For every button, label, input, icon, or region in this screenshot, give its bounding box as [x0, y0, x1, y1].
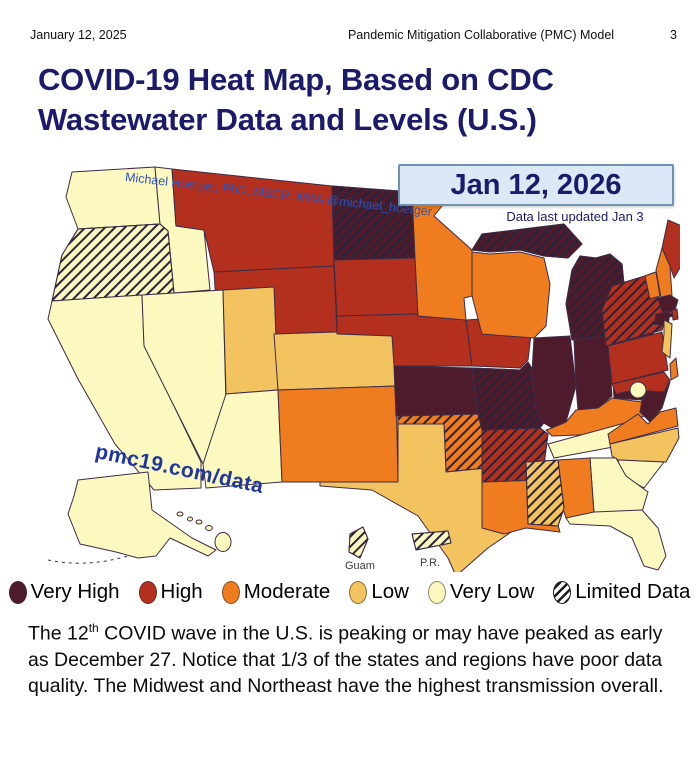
state-TX [319, 423, 515, 572]
state-NJ [661, 319, 673, 359]
state-MA [657, 294, 679, 313]
legend-item-label: Limited Data [575, 580, 691, 603]
legend-item-label: Very Low [449, 580, 535, 603]
state-FL [565, 509, 667, 571]
header-page-number: 3 [670, 28, 677, 42]
page-header: January 12, 2025 Pandemic Mitigation Col… [30, 28, 683, 42]
state-HI [176, 511, 232, 552]
state-WI [471, 251, 551, 339]
page-title: COVID-19 Heat Map, Based on CDC Wastewat… [38, 62, 554, 137]
legend-item-label: Low [371, 580, 409, 603]
aleutian-islands [47, 555, 129, 564]
pr-label: P.R. [420, 557, 440, 569]
heat-map-region: Guam P.R. Michael Hoerger, PhD, MSCR, MB… [20, 162, 692, 577]
legend-item-label: High [160, 580, 203, 603]
data-updated-note: Data last updated Jan 3 [506, 209, 644, 224]
legend-item-low: Low [349, 580, 409, 604]
state-DC [629, 381, 647, 399]
state-ME [661, 219, 680, 279]
map-legend: Very High High Moderate Low Very Low Limited … [8, 580, 690, 604]
ordinal-superscript: th [88, 621, 99, 635]
legend-item-very_low: Very Low [427, 580, 535, 604]
state-DE [669, 357, 679, 381]
state-AZ [202, 389, 283, 489]
limited-data-hatch-PR [411, 530, 452, 551]
summary-prefix: The 12 [28, 622, 89, 645]
state-KS [393, 365, 479, 417]
state-NM [277, 385, 399, 483]
level-swatch-icon [349, 580, 368, 604]
limited-data-hatch-MS [525, 459, 565, 527]
legend-item-label: Moderate [243, 580, 331, 603]
state-PA [607, 331, 669, 385]
level-swatch-icon [138, 580, 157, 604]
state-IL [531, 335, 577, 429]
state-NH [655, 247, 673, 299]
state-CO [273, 327, 397, 391]
us-choropleth-map: Guam P.R. [47, 166, 680, 572]
guam-label: Guam [345, 560, 375, 572]
legend-item-very_high: Very High [8, 580, 120, 604]
summary-rest: COVID wave in the U.S. is peaking or may… [28, 622, 664, 698]
state-IN [573, 335, 613, 411]
map-date-badge: Jan 12, 2026 [398, 164, 674, 206]
limited-data-hatch-GU [348, 526, 369, 559]
limited-data-hatch-OR [51, 223, 175, 302]
state-UT [222, 286, 279, 395]
level-swatch-icon [221, 580, 240, 604]
level-swatch-icon [8, 580, 27, 604]
state-VT [644, 271, 661, 300]
legend-item-label: Very High [30, 580, 120, 603]
state-SD [333, 257, 419, 317]
state-MN [411, 191, 473, 321]
level-swatch-icon [427, 580, 446, 604]
legend-item-moderate: Moderate [221, 580, 331, 604]
state-RI [671, 308, 679, 321]
legend-item-high: High [138, 580, 203, 604]
summary-paragraph: The 12th COVID wave in the U.S. is peaki… [28, 620, 680, 699]
limited-data-swatch-icon [553, 580, 572, 604]
header-date: January 12, 2025 [30, 28, 127, 42]
legend-item-limited: Limited Data [553, 580, 690, 604]
state-AK [67, 471, 217, 559]
state-NC [609, 427, 680, 463]
header-model-name: Pandemic Mitigation Collaborative (PMC) … [347, 28, 615, 42]
